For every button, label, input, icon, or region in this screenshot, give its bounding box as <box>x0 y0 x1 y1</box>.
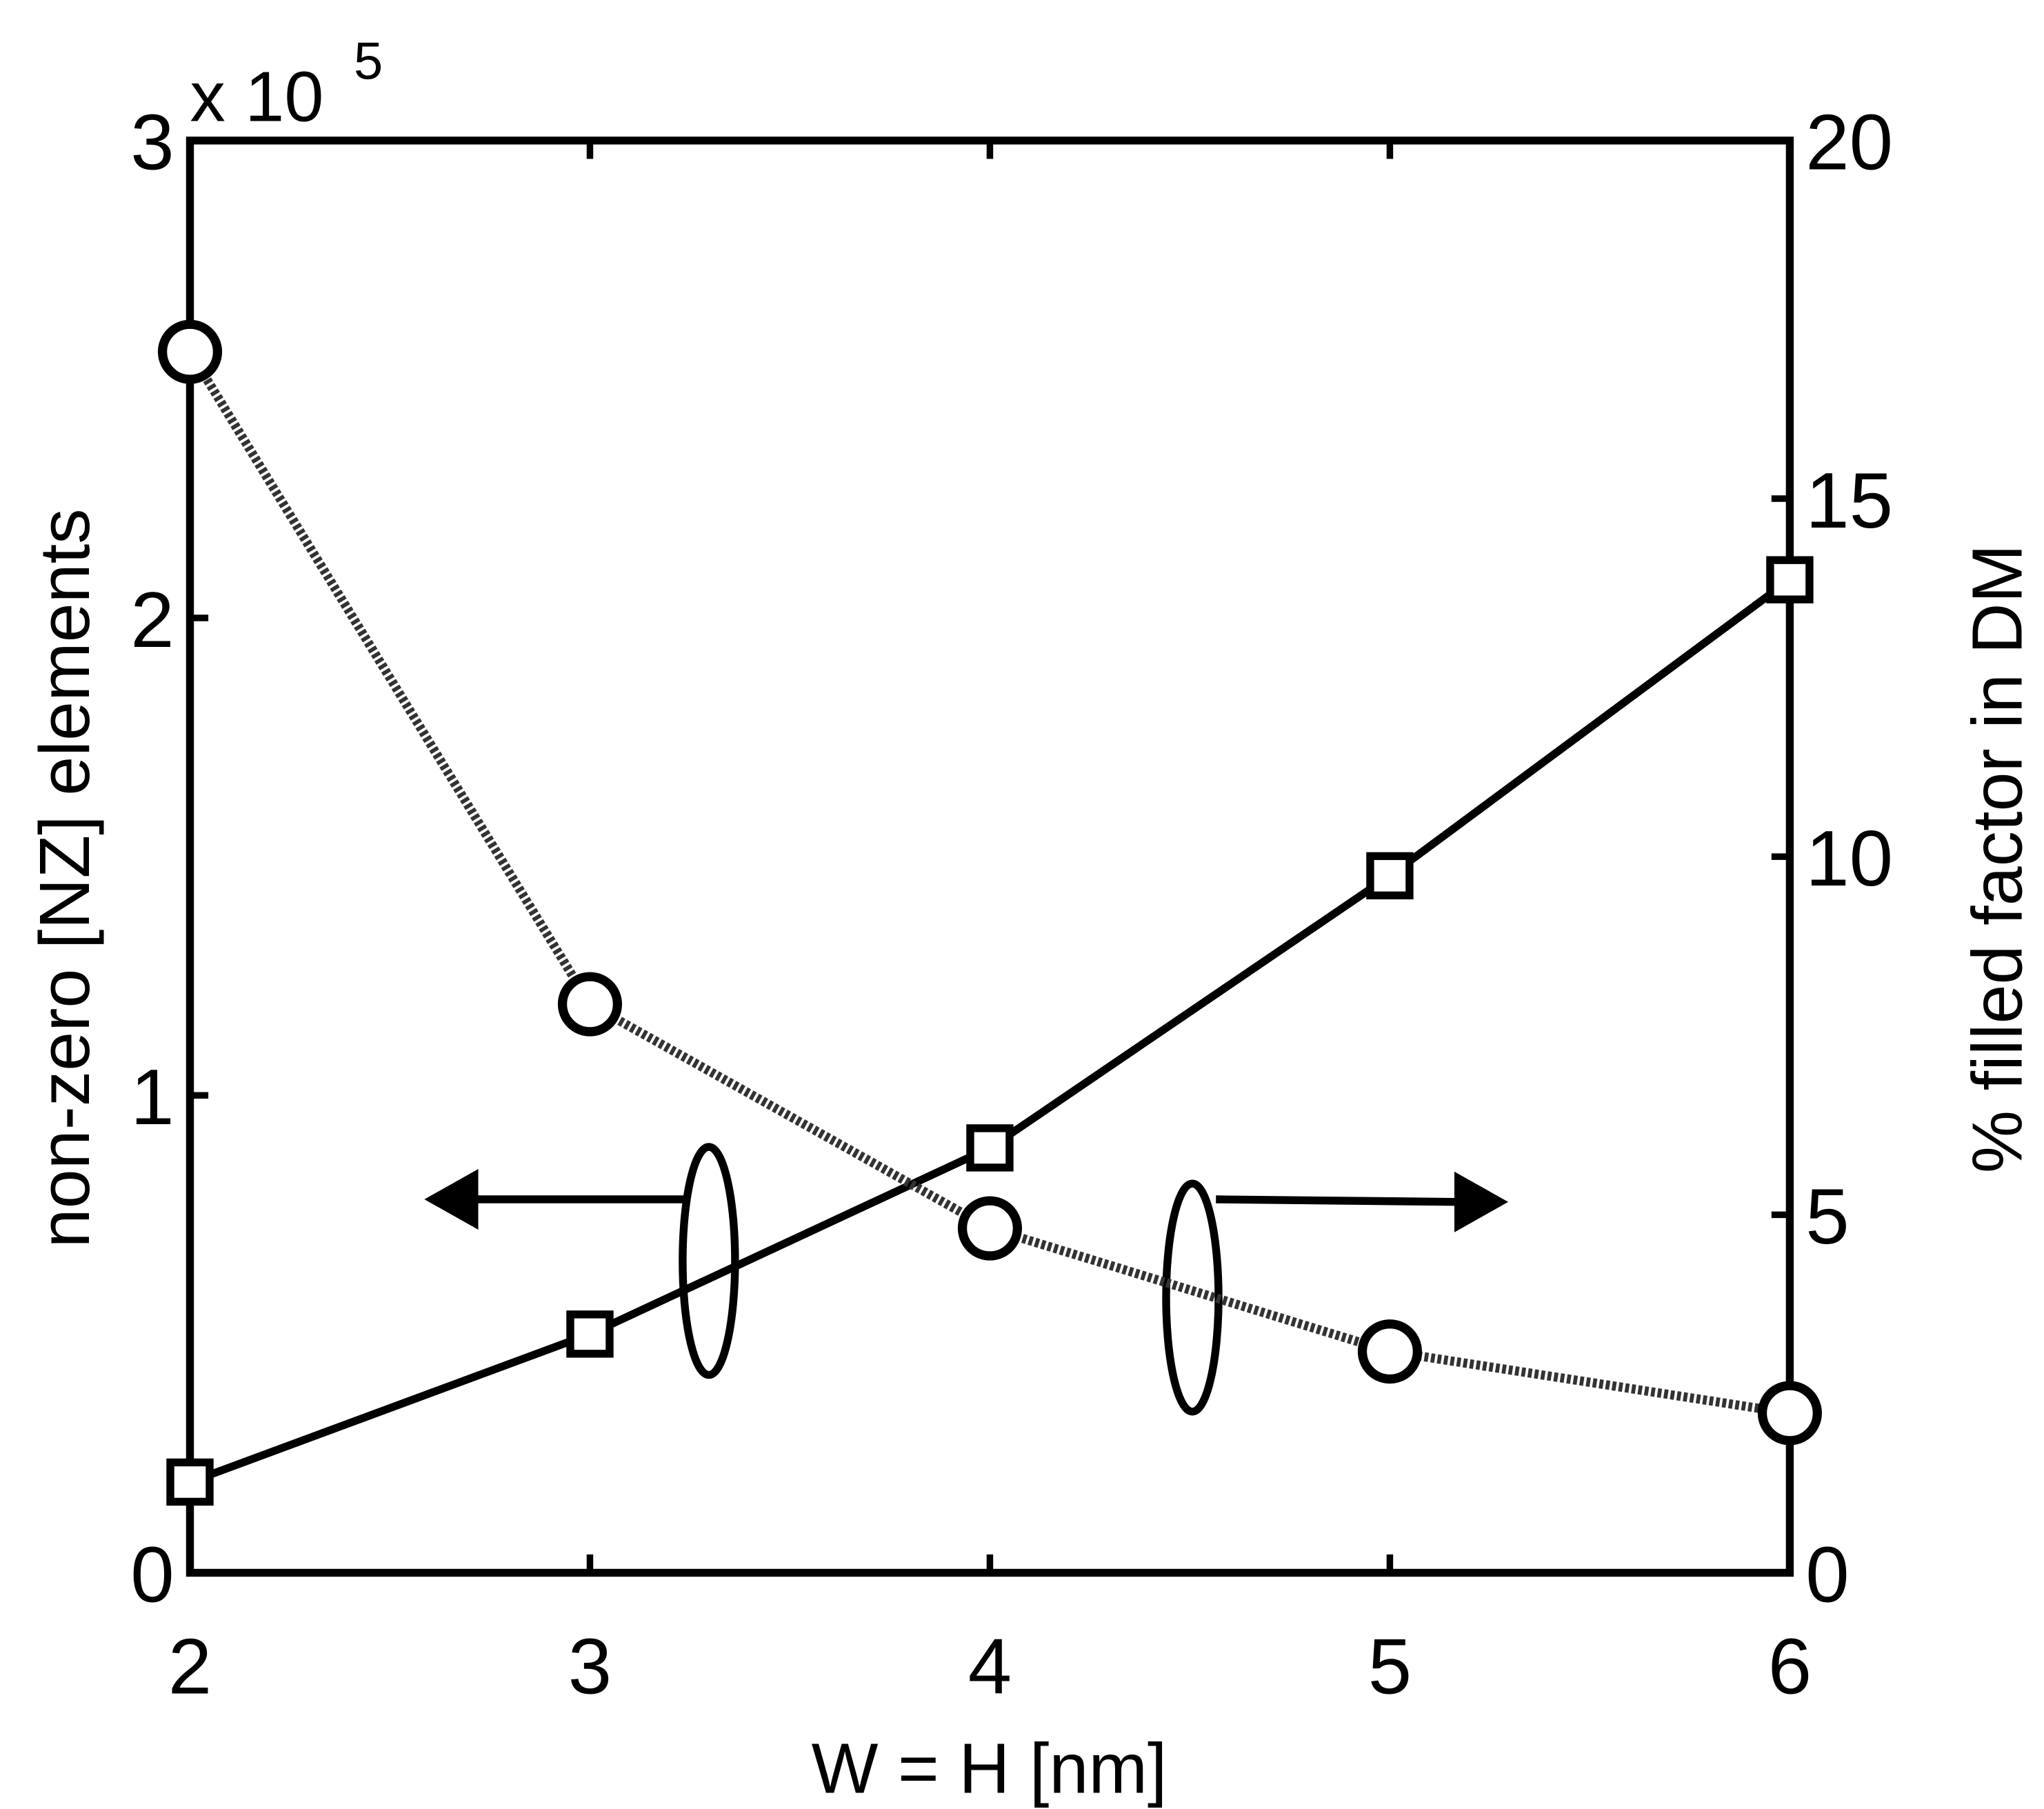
y2-tick-label: 10 <box>1805 815 1893 903</box>
circle-marker <box>1357 1319 1422 1384</box>
annotation-left <box>424 1143 739 1379</box>
y2-tick-label: 20 <box>1805 99 1893 187</box>
square-marker <box>566 1310 614 1358</box>
y-tick-label: 3 <box>130 99 174 187</box>
y-multiplier: x 10 <box>190 57 324 136</box>
y-tick-label: 1 <box>130 1054 174 1141</box>
y2-tick-label: 15 <box>1805 457 1893 545</box>
circle-marker <box>557 972 623 1037</box>
y2-axis-label: % filled factor in DM <box>1958 544 2037 1173</box>
x-tick-label: 5 <box>1368 1623 1412 1710</box>
series-line <box>186 349 1791 1418</box>
annotation-right <box>1162 1171 1509 1416</box>
circle-marker <box>957 1196 1022 1261</box>
y-tick-label: 0 <box>130 1531 174 1619</box>
y-axis-label: non-zero [NZ] elements <box>25 509 104 1248</box>
y-tick-label: 2 <box>130 577 174 664</box>
x-tick-label: 3 <box>568 1623 612 1710</box>
plot-frame <box>186 137 1794 1577</box>
square-marker <box>1766 556 1814 603</box>
square-marker <box>1366 852 1414 900</box>
y-multiplier-exponent: 5 <box>354 32 383 91</box>
y2-tick-label: 5 <box>1805 1173 1849 1261</box>
circle-marker <box>157 319 223 384</box>
square-marker <box>966 1124 1014 1172</box>
x-tick-label: 4 <box>968 1623 1012 1710</box>
x-tick-label: 6 <box>1768 1623 1812 1710</box>
x-tick-label: 2 <box>168 1623 212 1710</box>
square-marker <box>166 1458 214 1506</box>
y2-tick-label: 0 <box>1805 1531 1849 1619</box>
x-axis-label: W = H [nm] <box>812 1729 1168 1808</box>
circle-marker <box>1757 1381 1822 1446</box>
series-line <box>188 577 1792 1486</box>
